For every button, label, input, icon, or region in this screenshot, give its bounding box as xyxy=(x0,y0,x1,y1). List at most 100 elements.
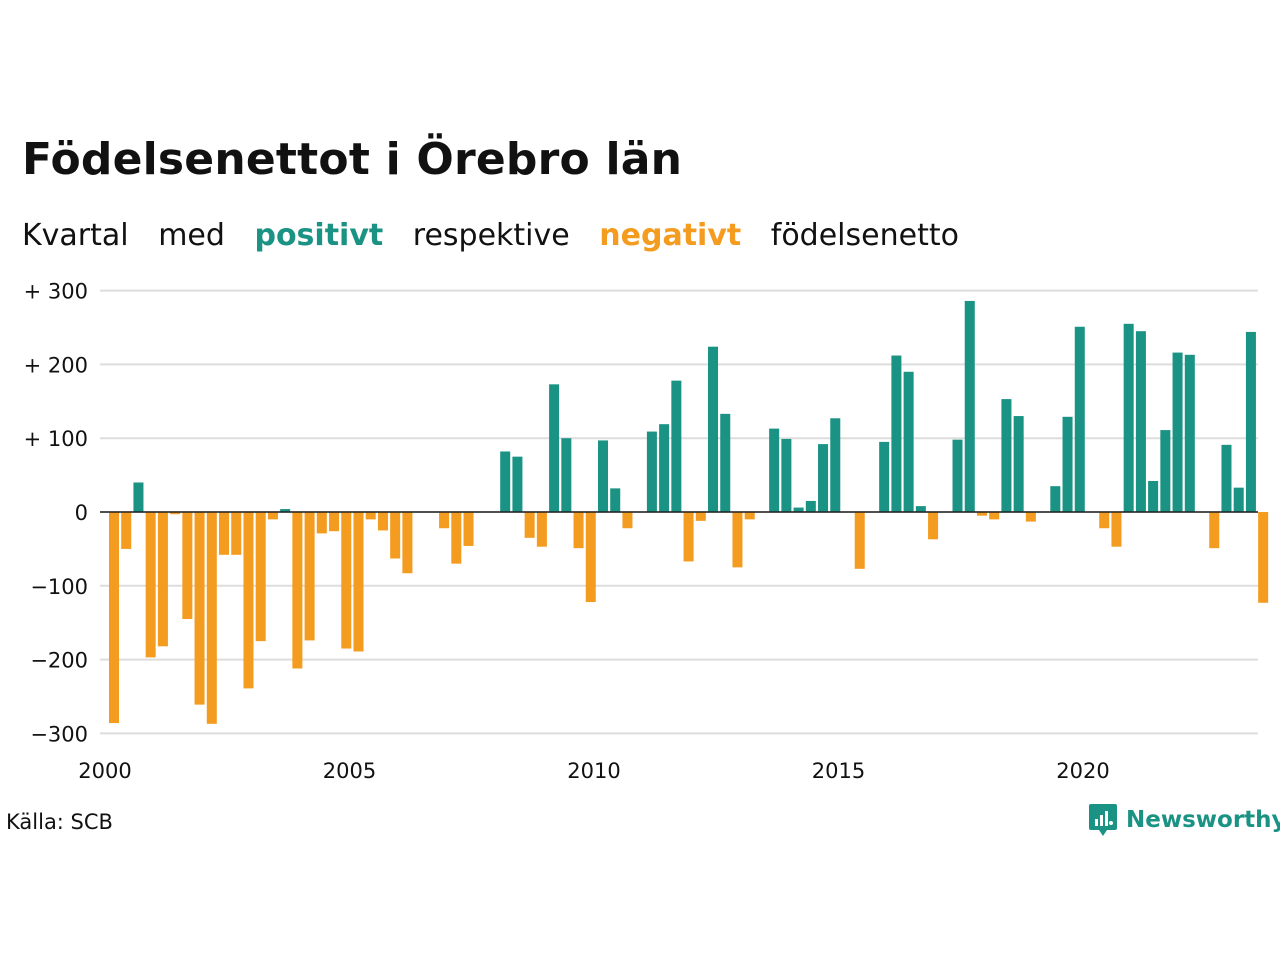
bar xyxy=(1221,444,1232,512)
bar xyxy=(121,512,132,549)
bar xyxy=(683,512,694,562)
bar xyxy=(194,512,205,705)
bar xyxy=(928,512,939,540)
bar xyxy=(830,418,841,512)
bar xyxy=(805,500,816,512)
bar xyxy=(439,512,450,529)
bar xyxy=(989,512,1000,520)
bar xyxy=(108,512,120,724)
chart-title: Födelsenettot i Örebro län xyxy=(22,134,683,185)
brand: Newsworthy xyxy=(1088,803,1280,837)
chart-subtitle: Kvartal med positivt respektive negativt… xyxy=(22,216,979,256)
bar xyxy=(573,512,584,549)
bar xyxy=(1160,430,1171,512)
bar xyxy=(206,512,217,724)
bar xyxy=(976,512,987,516)
bar xyxy=(255,512,266,642)
bar xyxy=(549,384,560,512)
bar xyxy=(145,512,156,658)
source-note: Källa: SCB xyxy=(6,810,113,834)
bar xyxy=(377,512,388,531)
bar xyxy=(659,424,670,512)
bar xyxy=(1074,326,1085,512)
bar xyxy=(818,444,829,512)
bar xyxy=(744,512,755,520)
bar xyxy=(622,512,633,529)
x-tick-label: 2005 xyxy=(323,759,376,783)
bar xyxy=(329,512,340,532)
bar xyxy=(304,512,315,641)
bar xyxy=(708,346,719,512)
bar xyxy=(463,512,474,546)
bar xyxy=(597,440,609,512)
y-tick-label: −200 xyxy=(30,649,88,673)
bar xyxy=(1172,352,1183,512)
bar xyxy=(854,512,865,569)
bar xyxy=(170,512,181,515)
y-tick-label: −100 xyxy=(30,575,88,599)
bar xyxy=(610,488,621,512)
legend-negative: negativt xyxy=(599,218,742,253)
bar xyxy=(1099,512,1110,529)
bar xyxy=(1062,416,1073,512)
bar xyxy=(903,371,914,512)
brand-name: Newsworthy xyxy=(1126,807,1280,833)
bar xyxy=(720,413,731,512)
bar xyxy=(781,438,792,512)
newsworthy-logo-icon xyxy=(1089,804,1117,836)
bar xyxy=(512,456,523,512)
bar xyxy=(1123,323,1134,512)
bar xyxy=(671,380,682,512)
bar xyxy=(695,512,706,521)
bar xyxy=(365,512,376,520)
y-tick-label: + 100 xyxy=(24,427,88,451)
bar xyxy=(891,355,902,512)
bar xyxy=(1184,354,1195,512)
bar xyxy=(292,512,303,669)
bar xyxy=(390,512,401,559)
legend-positive: positivt xyxy=(254,218,384,253)
bar xyxy=(1013,416,1024,512)
x-tick-label: 2010 xyxy=(567,759,620,783)
bar xyxy=(793,507,804,512)
bar xyxy=(646,431,657,512)
bar xyxy=(585,512,596,603)
bar xyxy=(280,509,291,512)
bar xyxy=(1050,486,1061,512)
bar xyxy=(1233,487,1244,512)
bar xyxy=(353,512,364,652)
bar xyxy=(879,441,890,512)
subtitle-word: med xyxy=(158,218,225,253)
x-tick-label: 2015 xyxy=(812,759,865,783)
subtitle-word: respektive xyxy=(412,218,570,253)
y-tick-label: 0 xyxy=(75,501,88,525)
y-tick-label: + 300 xyxy=(24,280,88,304)
bar xyxy=(219,512,230,555)
y-tick-label: −300 xyxy=(30,722,88,746)
bar xyxy=(182,512,193,620)
bar xyxy=(1025,512,1036,522)
bar xyxy=(1135,331,1146,512)
bar xyxy=(561,438,572,512)
bar xyxy=(231,512,242,555)
bar xyxy=(1258,512,1269,603)
y-tick-label: + 200 xyxy=(24,353,88,377)
bar xyxy=(732,512,743,568)
x-tick-label: 2000 xyxy=(78,759,131,783)
subtitle-word: Kvartal xyxy=(22,218,129,253)
bar xyxy=(1001,399,1012,512)
bar xyxy=(500,451,511,512)
bar xyxy=(964,300,975,512)
bar-chart: + 300 + 200 + 100 0 −100 −200 −300 2000 2005 2010… xyxy=(24,280,1269,783)
bar xyxy=(524,512,535,538)
bar xyxy=(451,512,462,564)
bar xyxy=(402,512,413,574)
bar xyxy=(1209,512,1220,549)
bar xyxy=(1245,331,1256,512)
bar xyxy=(243,512,254,689)
bar xyxy=(952,439,963,512)
bar xyxy=(536,512,547,547)
bar xyxy=(1111,512,1122,547)
bar xyxy=(769,428,780,512)
bar xyxy=(267,512,278,520)
